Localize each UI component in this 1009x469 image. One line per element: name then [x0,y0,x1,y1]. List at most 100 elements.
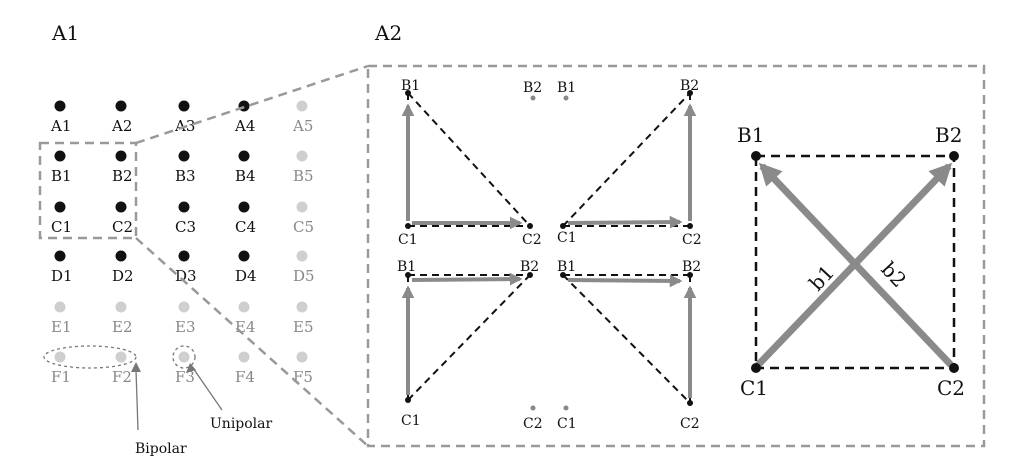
bipolar-pair-bottom-right: B1 B2 C2 [557,259,701,432]
electrode-label-b4: B4 [235,167,256,185]
electrode-label-b1: B1 [557,80,576,96]
electrode-label-e2: E2 [112,318,133,336]
electrode-label-b2: B2 [682,259,701,275]
panel-title-a2: A2 [374,21,402,45]
electrode-label-a5: A5 [292,117,313,135]
electrode-label-b2: B2 [935,123,962,147]
electrode-label-d4: D4 [235,267,257,285]
electrode-dot [405,272,411,278]
electrode-d2 [115,250,127,262]
reference-electrodes-top: B2 B1 [523,80,576,101]
vector-arrow [567,215,683,229]
electrode-label-c3: C3 [175,218,196,236]
electrode-a5 [296,100,308,112]
panel-title-a1: A1 [51,21,79,45]
electrode-label-f1: F1 [51,368,71,386]
vector-b1-arrow [758,162,954,368]
a2-inset-frame [366,64,986,448]
bipolar-ellipse [43,345,137,369]
electrode-label-a2: A2 [111,117,132,135]
electrode-label-b1: B1 [397,259,416,275]
electrode-label-f4: F4 [235,368,255,386]
zoom-region-box [38,141,138,240]
electrode-label-c2: C2 [112,218,133,236]
electrode-label-c2: C2 [522,232,542,248]
electrode-c2 [115,201,127,213]
electrode-dot [751,363,761,373]
electrode-label-b2: B2 [680,78,699,94]
electrode-label-c5: C5 [293,218,314,236]
electrode-label-e1: E1 [51,318,72,336]
electrode-label-c1: C1 [557,230,577,246]
electrode-e4 [238,301,250,313]
electrode-dot [530,95,536,101]
dashed-square [754,154,956,370]
reference-electrodes-bottom: C2 C1 [523,405,577,432]
electrode-e5 [296,301,308,313]
electrode-dot [687,90,693,96]
electrode-label-d2: D2 [112,267,134,285]
electrode-label-c2: C2 [682,232,702,248]
electrode-label-a4: A4 [234,117,255,135]
electrode-b5 [296,150,308,162]
electrode-e1 [54,301,66,313]
electrode-dot [560,272,566,278]
dashed-edge [562,92,691,227]
electrode-label-b2: B2 [520,259,539,275]
electrode-label-d5: D5 [293,267,315,285]
electrode-dot [687,272,693,278]
bipolar-pair-top-right: B2 C1 C2 [557,78,702,248]
electrode-label-c1: C1 [398,232,418,248]
electrode-label-b3: B3 [175,167,196,185]
electrode-label-b5: B5 [293,167,314,185]
electrode-dot [405,90,411,96]
electrode-dot [527,272,533,278]
electrode-label-e4: E4 [235,318,256,336]
electrode-c5 [296,201,308,213]
electrode-f2 [115,351,127,363]
electrode-e3 [178,301,190,313]
electrode-dot [563,95,569,101]
bipolar-pointer-head [131,362,141,372]
electrode-f3 [178,351,190,363]
electrode-label-b1: B1 [51,167,72,185]
electrode-f4 [238,351,250,363]
bipolar-label: Bipolar [135,441,187,457]
electrode-dot [687,400,693,406]
electrode-e2 [115,301,127,313]
electrode-a2 [115,100,127,112]
electrode-dot [527,223,533,229]
electrode-d3 [178,250,190,262]
electrode-label-b1: B1 [557,259,576,275]
bipolar-pair-bottom-left: B1 B2 C1 [397,259,539,429]
unipolar-pointer [192,367,223,411]
electrode-label-b2: B2 [112,167,133,185]
electrode-dot [530,405,536,411]
electrode-label-c1: C1 [557,416,577,432]
electrode-label-c1: C1 [740,376,768,400]
electrode-label-e5: E5 [293,318,314,336]
electrode-d5 [296,250,308,262]
electrode-dot [949,363,959,373]
vector-b2-label: b2 [876,257,911,292]
electrode-label-b1: B1 [737,123,764,147]
electrode-label-c2: C2 [680,416,700,432]
dashed-edge [562,274,691,404]
dashed-edge [407,92,531,227]
electrode-label-f2: F2 [112,368,132,386]
bipolar-pair-top-left: B1 C1 C2 [398,78,542,248]
electrode-a4 [238,100,250,112]
electrode-b4 [238,150,250,162]
electrode-b1 [54,150,66,162]
electrode-dot [687,223,693,229]
electrode-f5 [296,351,308,363]
vector-arrow [567,274,683,288]
electrode-label-d3: D3 [175,267,197,285]
electrode-label-c4: C4 [235,218,256,236]
electrode-c4 [238,201,250,213]
electrode-label-b2: B2 [523,80,542,96]
electrode-d1 [54,250,66,262]
electrode-dot [751,151,761,161]
electrode-dot [563,405,569,411]
dashed-edge [407,274,531,401]
